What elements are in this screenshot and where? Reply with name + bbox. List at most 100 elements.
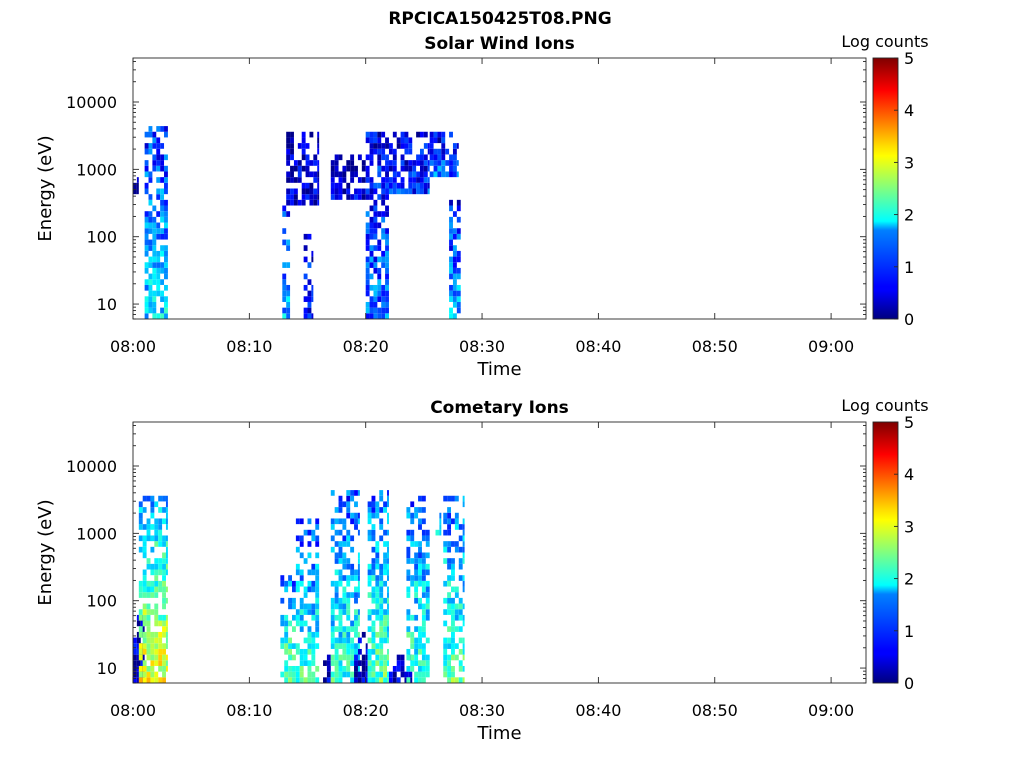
spectrogram-cell xyxy=(371,677,376,683)
spectrogram-cell xyxy=(387,660,389,666)
spectrogram-cell xyxy=(452,233,457,240)
spectrogram-cell xyxy=(346,660,351,666)
spectrogram-cell xyxy=(330,194,335,200)
spectrogram-cell xyxy=(154,569,159,576)
spectrogram-cell xyxy=(354,524,358,530)
spectrogram-cell xyxy=(365,256,370,263)
burst-4 xyxy=(286,131,320,206)
spectrogram-cell xyxy=(456,273,461,280)
spectrogram-cell xyxy=(452,228,457,234)
spectrogram-cell xyxy=(419,160,424,166)
spectrogram-cell xyxy=(365,284,370,291)
spectrogram-cell xyxy=(156,279,161,285)
spectrogram-cell xyxy=(357,529,360,536)
spectrogram-cell xyxy=(311,654,316,661)
spectrogram-cell xyxy=(354,501,358,508)
spectrogram-cell xyxy=(160,205,165,212)
spectrogram-cell xyxy=(158,660,163,666)
spectrogram-cell xyxy=(164,131,168,138)
spectrogram-cell xyxy=(152,165,157,172)
spectrogram-cell xyxy=(452,148,457,155)
spectrogram-cell xyxy=(165,620,168,627)
spectrogram-cell xyxy=(421,575,426,581)
spectrogram-cell xyxy=(158,507,163,513)
spectrogram-cell xyxy=(433,160,438,166)
spectrogram-cell xyxy=(451,643,455,649)
spectrogram-cell xyxy=(154,535,159,542)
spectrogram-cell xyxy=(303,654,308,661)
spectrogram-cell xyxy=(165,631,168,638)
spectrogram-cell xyxy=(346,194,351,200)
spectrogram-cell xyxy=(162,507,166,513)
spectrogram-cell xyxy=(373,222,378,229)
spectrogram-cell xyxy=(367,671,372,678)
spectrogram-cell xyxy=(373,216,378,223)
spectrogram-cell xyxy=(334,597,339,604)
spectrogram-cell xyxy=(290,171,294,178)
spectrogram-cell xyxy=(160,290,165,297)
spectrogram-cell xyxy=(133,665,137,672)
spectrogram-cell xyxy=(338,507,343,513)
spectrogram-cell xyxy=(421,620,426,627)
spectrogram-cell xyxy=(369,148,374,155)
spectrogram-cell xyxy=(342,665,347,672)
spectrogram-cell xyxy=(350,575,355,581)
spectrogram-cell xyxy=(346,188,351,195)
spectrogram-cell xyxy=(158,569,163,576)
spectrogram-cell xyxy=(414,586,419,593)
spectrogram-cell xyxy=(385,245,389,251)
spectrogram-cell xyxy=(458,603,463,610)
spectrogram-cell xyxy=(142,552,147,559)
spectrogram-cell xyxy=(387,620,389,627)
spectrogram-cell xyxy=(379,580,384,587)
spectrogram-cell xyxy=(425,609,430,615)
spectrogram-cell xyxy=(342,648,347,655)
spectrogram-cell xyxy=(334,529,339,536)
spectrogram-cell xyxy=(138,535,143,542)
spectrogram-cell xyxy=(150,609,155,615)
spectrogram-cell xyxy=(286,160,291,166)
spectrogram-cell xyxy=(406,677,411,683)
spectrogram-cell xyxy=(354,188,358,195)
colorbar-tick-label: 1 xyxy=(904,258,914,277)
spectrogram-cell xyxy=(439,518,442,525)
spectrogram-cell xyxy=(423,188,428,195)
spectrogram-cell xyxy=(462,529,465,536)
spectrogram-cell xyxy=(354,671,358,678)
spectrogram-cell xyxy=(373,301,378,308)
spectrogram-cell xyxy=(381,250,386,257)
spectrogram-cell xyxy=(330,518,335,525)
spectrogram-cell xyxy=(369,194,374,200)
spectrogram-cell xyxy=(375,643,380,649)
spectrogram-cell xyxy=(357,637,362,644)
spectrogram-cell xyxy=(400,154,405,161)
spectrogram-cell xyxy=(365,177,370,183)
spectrogram-cell xyxy=(288,677,293,683)
spectrogram-cell xyxy=(162,654,166,661)
spectrogram-cell xyxy=(142,677,147,683)
spectrogram-cell xyxy=(367,501,372,508)
spectrogram-cell xyxy=(449,262,453,268)
spectrogram-cell xyxy=(357,552,360,559)
spectrogram-cell xyxy=(392,165,397,172)
spectrogram-cell xyxy=(385,239,389,246)
spectrogram-cell xyxy=(156,290,161,297)
spectrogram-cell xyxy=(361,654,366,661)
spectrogram-cell xyxy=(375,563,380,570)
spectrogram-cell xyxy=(373,290,378,297)
spectrogram-cell xyxy=(295,518,300,525)
spectrogram-cell xyxy=(369,177,374,183)
spectrogram-cell xyxy=(462,546,465,553)
spectrogram-cell xyxy=(152,205,157,212)
spectrogram-cell xyxy=(454,677,459,683)
spectrogram-cell xyxy=(375,671,380,678)
spectrogram-cell xyxy=(443,546,448,553)
spectrogram-cell xyxy=(381,211,386,217)
spectrogram-cell xyxy=(354,648,358,655)
spectrogram-cell xyxy=(365,171,370,178)
colorbar-tick-label: 3 xyxy=(904,153,914,172)
spectrogram-cell xyxy=(350,194,355,200)
spectrogram-cell xyxy=(408,137,413,144)
spectrogram-cell xyxy=(317,199,320,206)
spectrogram-cell xyxy=(334,194,339,200)
